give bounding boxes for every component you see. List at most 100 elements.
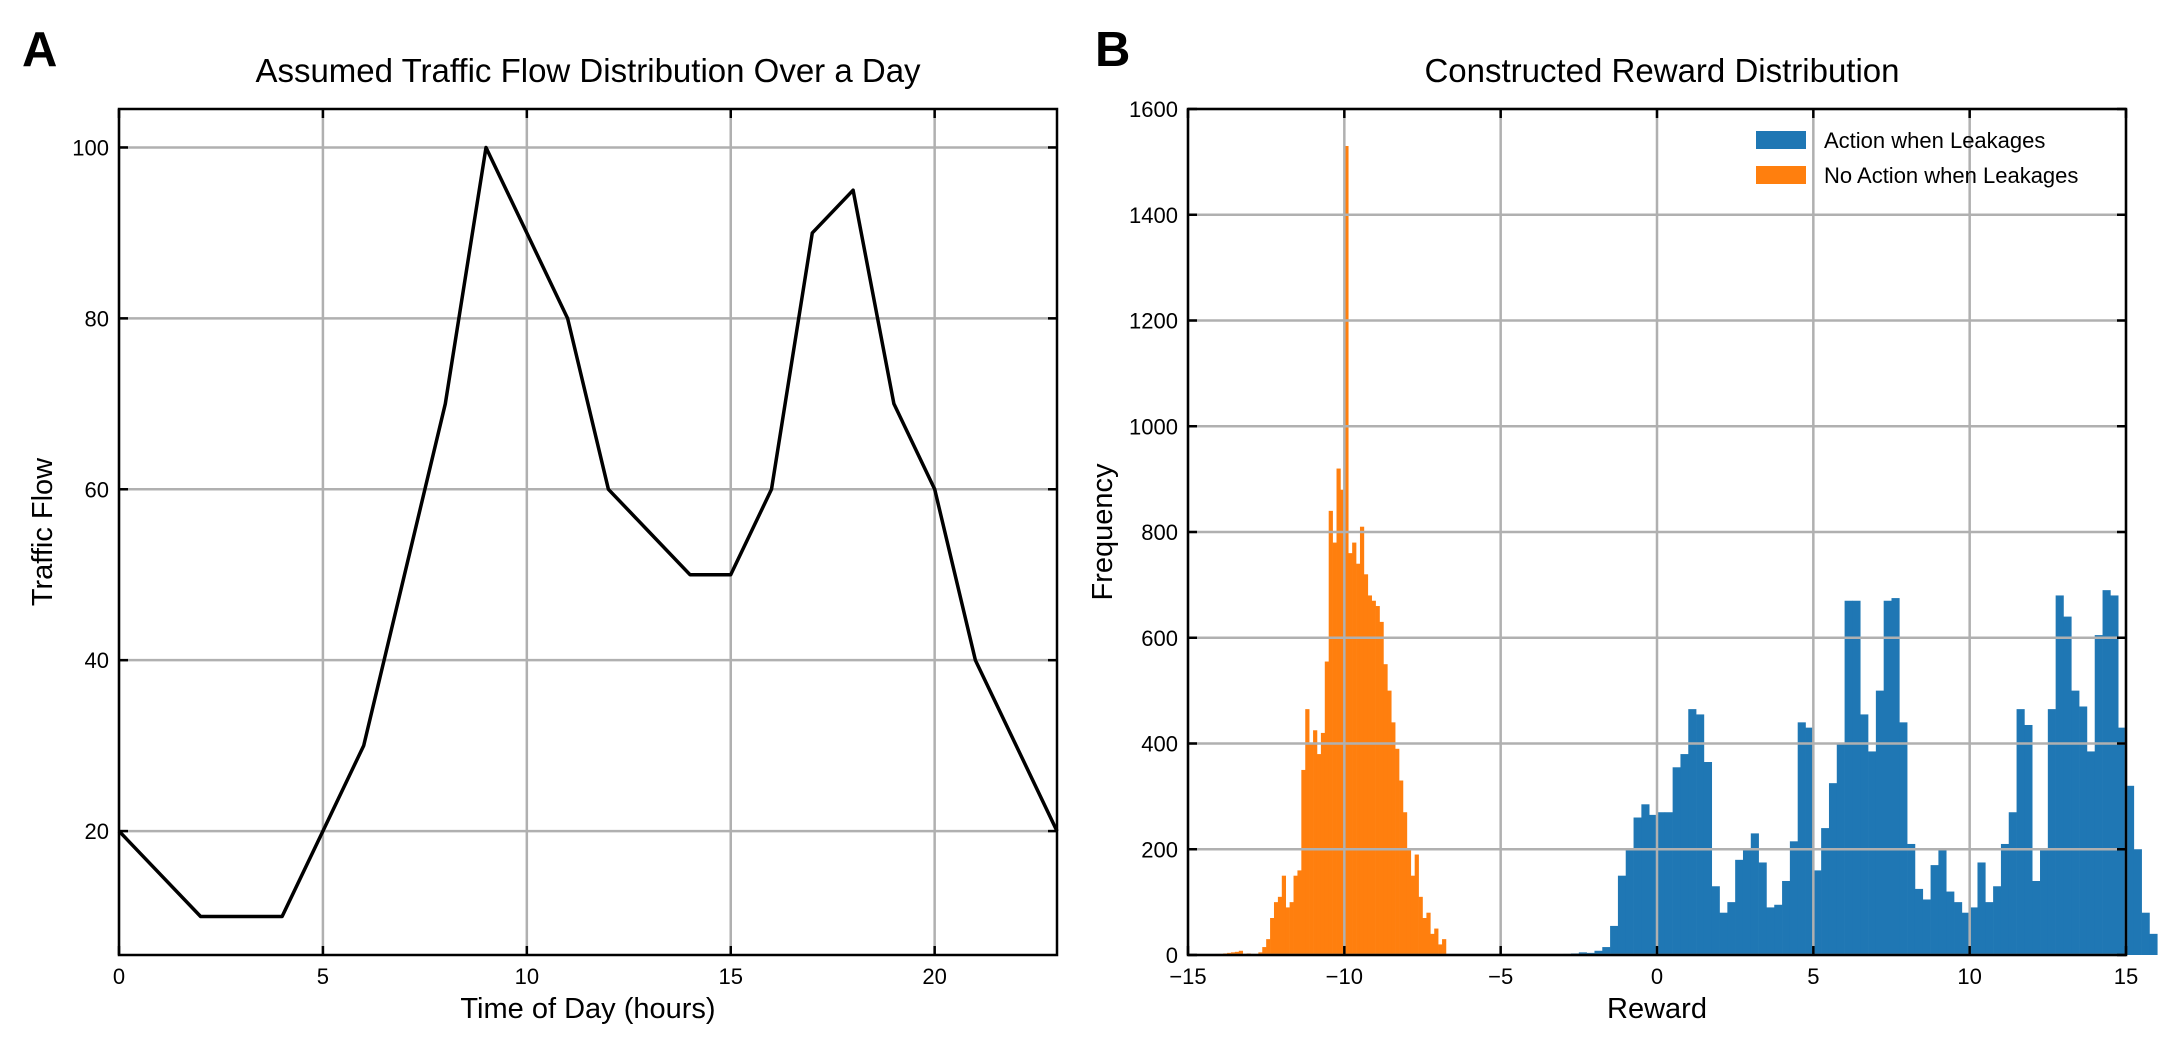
panel-b-title: Constructed Reward Distribution bbox=[1424, 52, 1899, 89]
panel-b-ytick-label: 0 bbox=[1166, 943, 1178, 968]
panel-a-ytick-label: 20 bbox=[85, 819, 109, 844]
action-when-leakages-bar bbox=[2000, 843, 2010, 955]
panel-a-xtick-label: 20 bbox=[922, 964, 946, 989]
action-when-leakages-bar bbox=[1703, 762, 1713, 955]
no-action-when-leakages-bar bbox=[1399, 780, 1404, 955]
panel-a-ytick-label: 80 bbox=[85, 306, 109, 331]
panel-b-ytick-label: 1200 bbox=[1129, 309, 1178, 334]
panel-b-xtick-label: 15 bbox=[2114, 964, 2138, 989]
action-when-leakages-bar bbox=[1797, 722, 1806, 955]
action-when-leakages-bar bbox=[1907, 843, 1916, 955]
panel-a-ytick-label: 40 bbox=[85, 648, 109, 673]
no-action-when-leakages-bar bbox=[1234, 951, 1240, 955]
no-action-when-leakages-bar bbox=[1238, 950, 1244, 955]
action-when-leakages-bar bbox=[1633, 817, 1642, 955]
action-when-leakages-bar bbox=[1602, 947, 1611, 955]
panel-b-ytick-label: 600 bbox=[1141, 626, 1178, 651]
no-action-when-leakages-bar bbox=[1285, 907, 1290, 955]
action-when-leakages-bar bbox=[2032, 880, 2041, 955]
action-when-leakages-bar bbox=[1680, 754, 1689, 955]
action-when-leakages-bar bbox=[1860, 714, 1869, 955]
action-when-leakages-bar bbox=[1735, 859, 1744, 955]
no-action-when-leakages-bar bbox=[1293, 875, 1298, 955]
no-action-when-leakages-bar bbox=[1430, 933, 1435, 955]
panel-b-xtick-label: 10 bbox=[1957, 964, 1981, 989]
panel-a-title: Assumed Traffic Flow Distribution Over a… bbox=[255, 52, 921, 89]
panel-b-ytick-label: 1000 bbox=[1129, 414, 1178, 439]
action-when-leakages-bar bbox=[1961, 912, 1970, 955]
action-when-leakages-bar bbox=[2063, 616, 2072, 955]
panel-a-frame bbox=[117, 107, 1059, 957]
action-when-leakages-bar bbox=[1938, 849, 1947, 955]
no-action-when-leakages-bar bbox=[1406, 849, 1412, 955]
action-when-leakages-bar bbox=[2141, 912, 2150, 955]
action-when-leakages-bar bbox=[2079, 706, 2088, 955]
action-when-leakages-bar bbox=[1782, 880, 1791, 955]
action-when-leakages-bar bbox=[1875, 690, 1884, 956]
no-action-when-leakages-bar bbox=[1277, 896, 1283, 955]
panel-b-ylabel: Frequency bbox=[1087, 463, 1119, 601]
panel-a-data bbox=[117, 145, 1059, 919]
panel-a-letter: A bbox=[22, 23, 57, 77]
panel-a-grid bbox=[117, 109, 1057, 955]
no-action-when-leakages-bar bbox=[1395, 748, 1400, 955]
action-when-leakages-bar bbox=[1641, 804, 1650, 955]
no-action-when-leakages-bar bbox=[1305, 709, 1310, 955]
action-when-leakages-bar bbox=[1993, 886, 2002, 955]
no-action-when-leakages-bar bbox=[1266, 939, 1271, 955]
action-when-leakages-bar bbox=[1672, 767, 1681, 955]
action-when-leakages-bar bbox=[2071, 690, 2080, 956]
no-action-when-leakages-bar bbox=[1328, 510, 1333, 955]
action-when-leakages-bar bbox=[1930, 865, 1939, 955]
action-when-leakages-bar bbox=[2040, 849, 2049, 955]
action-when-leakages-bar bbox=[2016, 709, 2025, 955]
no-action-when-leakages-bar bbox=[1262, 947, 1267, 955]
panel-a: A Assumed Traffic Flow Distribution Over… bbox=[22, 23, 1059, 1025]
no-action-when-leakages-bar bbox=[1375, 606, 1380, 955]
no-action-when-leakages-bar bbox=[1363, 574, 1369, 955]
action-when-leakages-bar bbox=[1719, 912, 1728, 955]
legend-label: No Action when Leakages bbox=[1824, 163, 2078, 188]
action-when-leakages-bar bbox=[1891, 598, 1900, 955]
action-when-leakages-bar bbox=[1610, 925, 1619, 955]
action-when-leakages-bar bbox=[1828, 783, 1838, 955]
traffic-flow-line bbox=[117, 145, 1059, 919]
no-action-when-leakages-bar bbox=[1387, 690, 1392, 956]
panel-b-xlabel: Reward bbox=[1607, 993, 1707, 1025]
no-action-when-leakages-bar bbox=[1281, 875, 1287, 955]
no-action-when-leakages-bar bbox=[1422, 917, 1427, 955]
no-action-when-leakages-bar bbox=[1258, 952, 1263, 955]
no-action-when-leakages-bar bbox=[1402, 812, 1408, 955]
panel-a-ticks: 0 5 10 15 20 20 40 60 80 100 bbox=[72, 109, 1057, 989]
no-action-when-leakages-bar bbox=[1418, 896, 1423, 955]
action-when-leakages-bar bbox=[1766, 907, 1775, 955]
action-when-leakages-bar bbox=[1954, 902, 1963, 956]
panel-b-ytick-label: 1600 bbox=[1129, 97, 1178, 122]
action-when-leakages-bar bbox=[1985, 902, 1994, 956]
action-when-leakages-bar bbox=[2086, 751, 2096, 955]
panel-a-xlabel: Time of Day (hours) bbox=[460, 993, 715, 1025]
panel-b-xtick-label: 0 bbox=[1651, 964, 1663, 989]
panel-a-xtick-label: 15 bbox=[718, 964, 742, 989]
no-action-when-leakages-bar bbox=[1297, 870, 1302, 955]
action-when-leakages-bar bbox=[1899, 722, 1908, 955]
action-when-leakages-bar bbox=[1649, 814, 1658, 955]
no-action-when-leakages-bar bbox=[1273, 902, 1279, 956]
action-when-leakages-bar bbox=[1664, 812, 1673, 955]
panel-b-xtick-label: −5 bbox=[1488, 964, 1513, 989]
panel-a-ytick-label: 60 bbox=[85, 477, 109, 502]
action-when-leakages-bar bbox=[1625, 849, 1634, 955]
no-action-when-leakages-bar bbox=[1332, 542, 1337, 955]
no-action-when-leakages-bar bbox=[1442, 939, 1447, 955]
no-action-when-leakages-bar bbox=[1336, 468, 1341, 955]
panel-a-xtick-label: 10 bbox=[515, 964, 539, 989]
action-when-leakages-bar bbox=[1922, 899, 1931, 955]
no-action-when-leakages-bar bbox=[1313, 730, 1318, 955]
no-action-when-leakages-bar bbox=[1348, 553, 1353, 955]
panel-b-ytick-label: 400 bbox=[1141, 732, 1178, 757]
no-action-when-leakages-bar bbox=[1320, 732, 1326, 955]
no-action-when-leakages-bar bbox=[1379, 621, 1384, 955]
panel-a-xtick-label: 0 bbox=[113, 964, 125, 989]
no-action-when-leakages-bar bbox=[1316, 754, 1322, 955]
no-action-when-leakages-bar bbox=[1270, 917, 1275, 955]
